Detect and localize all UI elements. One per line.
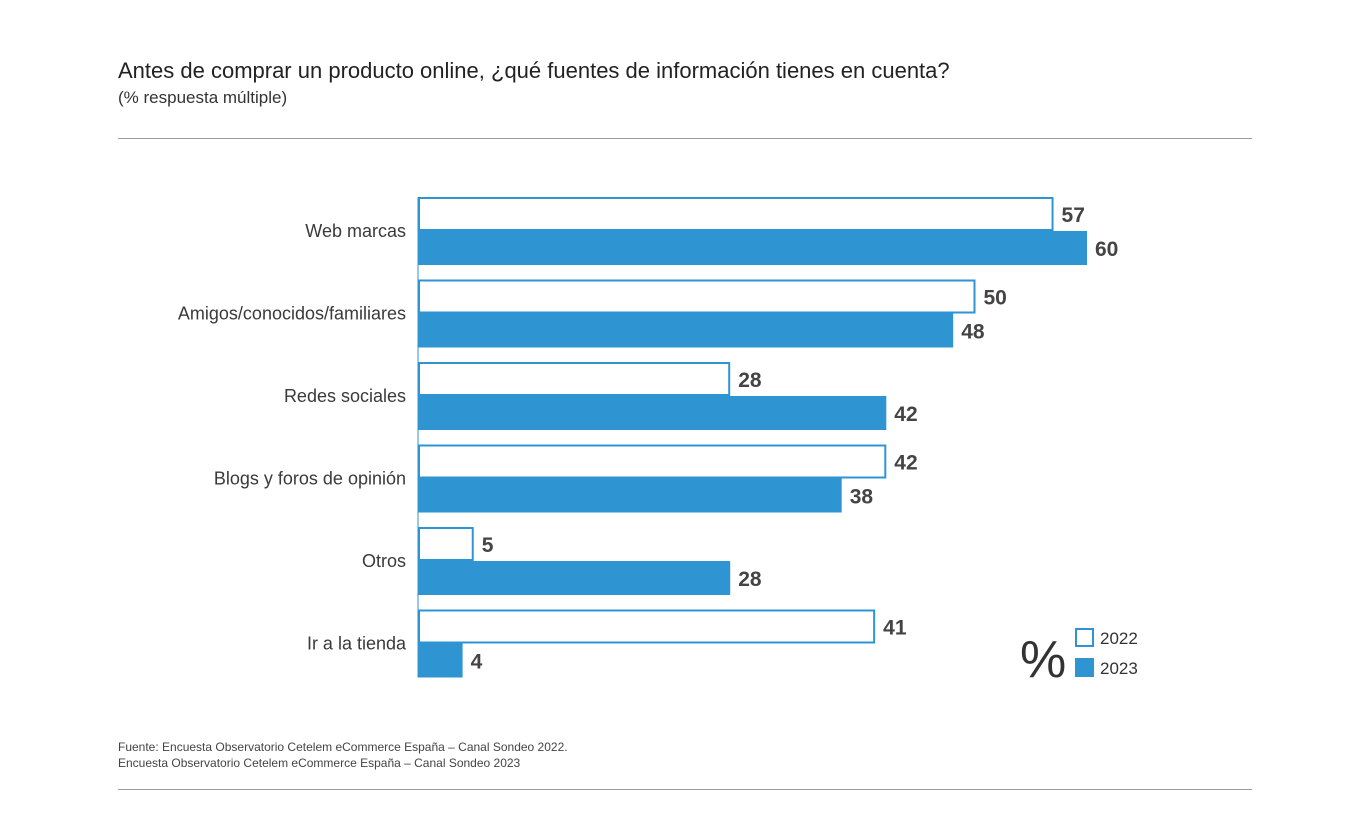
value-label-2023-amigos-conocidos-familiares: 48 [961,321,985,344]
value-label-2023-web-marcas: 60 [1095,238,1118,261]
bar-2023-blogs-y-foros-de-opinion [418,478,842,513]
category-label-blogs-y-foros-de-opinion: Blogs y foros de opinión [214,469,406,489]
chart-subtitle: (% respuesta múltiple) [118,88,288,107]
bar-2023-otros [418,561,731,595]
bar-2023-amigos-conocidos-familiares [418,313,954,348]
legend-swatch-2023 [1075,658,1094,677]
bar-2023-redes-sociales [418,396,887,430]
bar-2022-web-marcas [418,197,1054,231]
legend-label-2023: 2023 [1100,659,1138,678]
bar-2023-ir-a-la-tienda [418,643,463,678]
category-label-ir-a-la-tienda: Ir a la tienda [307,634,407,654]
source-note: Fuente: Encuesta Observatorio Cetelem eC… [118,739,568,771]
value-label-2022-web-marcas: 57 [1062,204,1085,227]
bottom-divider [118,789,1252,790]
value-label-2023-redes-sociales: 42 [894,403,917,426]
category-label-amigos-conocidos-familiares: Amigos/conocidos/familiares [178,304,406,324]
legend-percent-symbol: % [1020,631,1066,689]
bar-2022-redes-sociales [418,362,731,396]
source-line-1: Fuente: Encuesta Observatorio Cetelem eC… [118,740,568,754]
bar-2022-otros [418,527,474,561]
category-label-redes-sociales: Redes sociales [284,386,406,406]
value-label-2022-redes-sociales: 28 [738,369,762,392]
bar-2022-amigos-conocidos-familiares [418,279,976,314]
bar-2022-ir-a-la-tienda [418,609,876,644]
value-label-2023-otros: 28 [738,568,762,591]
value-label-2023-ir-a-la-tienda: 4 [471,651,483,674]
bar-2022-blogs-y-foros-de-opinion [418,444,887,479]
bar-2023-web-marcas [418,231,1087,265]
category-label-otros: Otros [362,551,406,571]
value-label-2022-otros: 5 [482,534,494,557]
value-label-2022-amigos-conocidos-familiares: 50 [984,287,1007,310]
top-divider [118,138,1252,139]
value-label-2022-ir-a-la-tienda: 41 [883,617,907,640]
legend-swatch-2022 [1075,628,1094,647]
source-line-2: Encuesta Observatorio Cetelem eCommerce … [118,756,521,770]
legend-label-2022: 2022 [1100,629,1138,648]
category-label-web-marcas: Web marcas [305,221,406,241]
value-label-2023-blogs-y-foros-de-opinion: 38 [850,486,874,509]
value-label-2022-blogs-y-foros-de-opinion: 42 [894,452,917,475]
chart-title: Antes de comprar un producto online, ¿qu… [118,58,950,83]
